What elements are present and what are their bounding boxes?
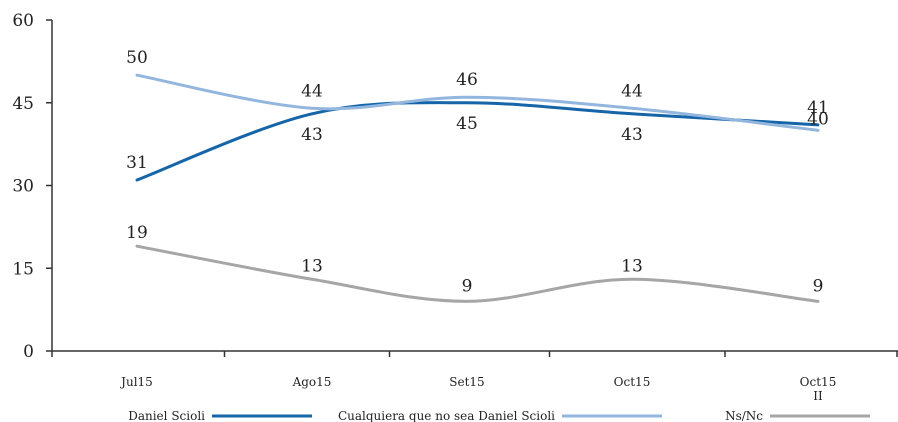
data-label-daniel-scioli: 43 [621, 125, 643, 145]
data-label-cualquiera: 44 [621, 81, 643, 101]
data-label-ns-nc: 13 [301, 256, 323, 276]
series-line-daniel-scioli [135, 101, 820, 182]
data-label-cualquiera: 50 [126, 48, 148, 68]
x-tick-label: Oct15 [614, 375, 651, 389]
series-line-ns-nc [135, 244, 820, 303]
x-tick-label: Oct15 [800, 375, 837, 389]
data-label-ns-nc: 13 [621, 256, 643, 276]
data-label-ns-nc: 19 [126, 223, 148, 243]
data-label-cualquiera: 40 [807, 109, 829, 129]
legend-label-cualquiera: Cualquiera que no sea Daniel Scioli [338, 409, 555, 422]
data-label-daniel-scioli: 43 [301, 125, 323, 145]
x-tick-label: Set15 [449, 375, 484, 389]
y-tick-label: 45 [12, 94, 34, 114]
x-tick-label: Ago15 [292, 375, 332, 389]
series-line-cualquiera [135, 73, 820, 132]
y-tick-label: 15 [12, 259, 34, 279]
x-tick-label: II [813, 389, 823, 403]
legend-label-ns-nc: Ns/Nc [725, 409, 763, 422]
data-label-daniel-scioli: 41 [807, 98, 829, 118]
data-label-daniel-scioli: 45 [456, 114, 478, 134]
y-tick-label: 60 [12, 11, 34, 31]
data-label-ns-nc: 9 [462, 276, 473, 296]
legend-label-daniel-scioli: Daniel Scioli [128, 409, 205, 422]
chart-data-labels: 31 43 45 43 41 50 44 46 44 40 19 13 9 13 9 [126, 48, 829, 296]
y-tick-label: 0 [23, 342, 34, 362]
data-label-ns-nc: 9 [813, 276, 824, 296]
data-label-cualquiera: 46 [456, 70, 478, 90]
chart-series [135, 73, 820, 303]
data-label-daniel-scioli: 31 [126, 153, 148, 173]
data-label-cualquiera: 44 [301, 81, 323, 101]
y-tick-label: 30 [12, 177, 34, 197]
chart-legend: Daniel Scioli Cualquiera que no sea Danie… [128, 409, 870, 422]
x-tick-label: Jul15 [119, 375, 153, 389]
